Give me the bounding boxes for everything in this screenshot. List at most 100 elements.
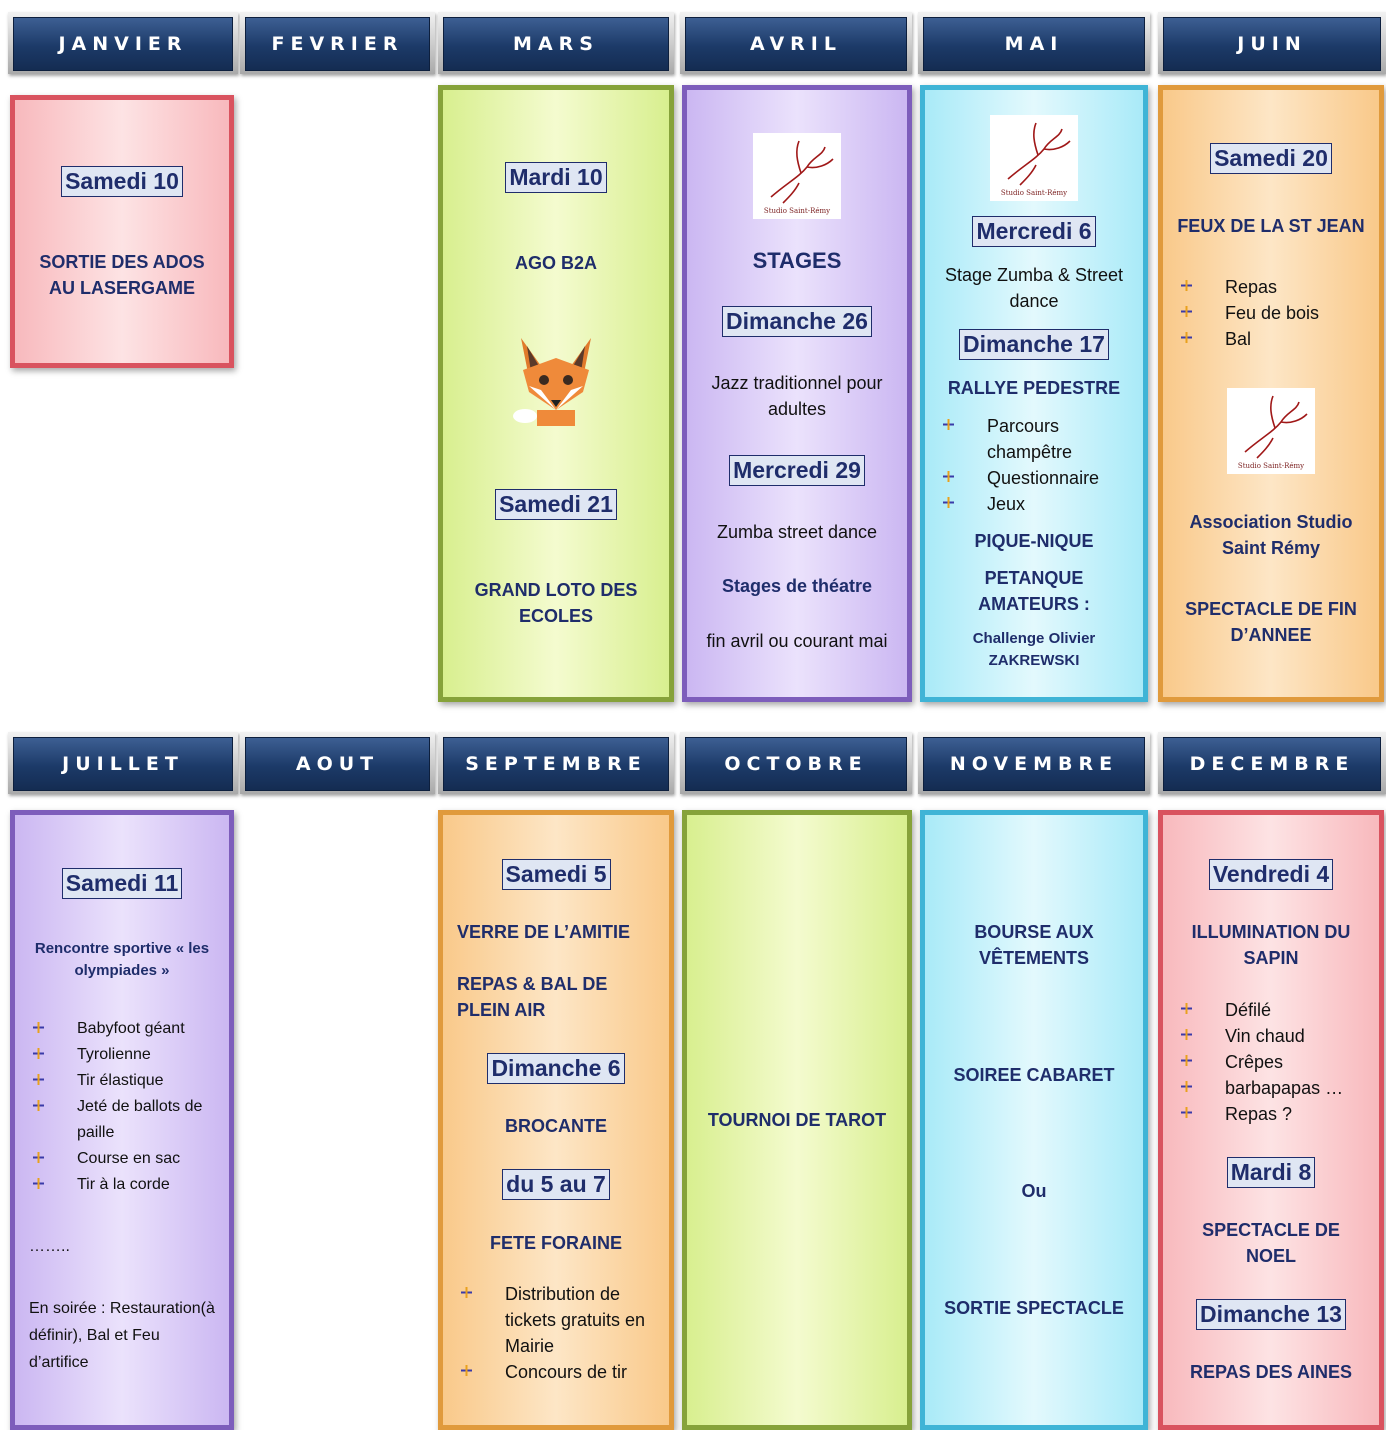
event-date: Samedi 5 [501, 858, 611, 890]
month-name: NOVEMBRE [923, 737, 1145, 791]
event-date: Mardi 8 [1226, 1156, 1316, 1188]
studio-logo: Studio Saint-Rémy [1227, 387, 1315, 474]
bullet-item: Repas [1177, 274, 1365, 300]
bullet-item: Repas ? [1177, 1101, 1365, 1127]
month-name: DECEMBRE [1163, 737, 1381, 791]
event-date: Dimanche 17 [959, 329, 1109, 361]
event-text: REPAS & BAL DE PLEIN AIR [457, 973, 608, 1020]
logo-drawing: Studio Saint-Rémy [1238, 395, 1308, 470]
event-text: FETE FORAINE [489, 1232, 622, 1253]
event-date: Samedi 21 [495, 488, 617, 520]
bullet-item: Tir à la corde [29, 1172, 215, 1198]
logo-drawing: Studio Saint-Rémy [1001, 122, 1071, 197]
bullet-list: Repas Feu de bois Bal [1177, 274, 1365, 352]
event-date: Mercredi 29 [729, 454, 865, 486]
month-header: MAI [918, 12, 1150, 74]
bullet-item: Questionnaire [939, 465, 1129, 491]
logo-caption: Studio Saint-Rémy [1238, 462, 1304, 470]
fox-icon [513, 337, 591, 426]
logo-caption: Studio Saint-Rémy [764, 207, 830, 215]
event-card: TOURNOI DE TAROT [682, 810, 912, 1430]
bullet-item: Vin chaud [1177, 1023, 1365, 1049]
bullet-item: Parcours champêtre [939, 413, 1129, 465]
month-header: JANVIER [8, 12, 238, 74]
event-text: RALLYE PEDESTRE [947, 378, 1121, 399]
bullet-item: Tir élastique [29, 1068, 215, 1094]
month-name: FEVRIER [245, 17, 430, 71]
month-header: JUIN [1158, 12, 1386, 74]
event-text: PETANQUE AMATEURS : [978, 567, 1090, 614]
month-header: JUILLET [8, 732, 238, 794]
event-text: SORTIE DES ADOS AU LASERGAME [39, 252, 205, 298]
event-date: Vendredi 4 [1208, 858, 1334, 890]
event-text: TOURNOI DE TAROT [707, 1110, 887, 1130]
month-header: OCTOBRE [680, 732, 912, 794]
fox-image [511, 330, 601, 431]
bullet-item: Babyfoot géant [29, 1016, 215, 1042]
event-text: fin avril ou courant mai [706, 631, 888, 652]
month-name: SEPTEMBRE [443, 737, 669, 791]
event-text: ILLUMINATION DU SAPIN [1191, 922, 1351, 969]
month-name: JANVIER [13, 17, 233, 71]
event-date: Samedi 20 [1210, 143, 1332, 175]
bullet-list: Distribution de tickets gratuits en Mair… [457, 1281, 655, 1385]
month-header: AOUT [240, 732, 435, 794]
month-header: FEVRIER [240, 12, 435, 74]
bullet-list: Parcours champêtre Questionnaire Jeux [939, 413, 1129, 517]
dancer-figure [770, 140, 834, 204]
event-text: GRAND LOTO DES ECOLES [474, 580, 638, 627]
event-text: Jazz traditionnel pour adultes [711, 373, 883, 420]
event-card: BOURSE AUX VÊTEMENTS SOIREE CABARET Ou SORT… [920, 810, 1148, 1430]
event-card: Samedi 5 VERRE DE L’AMITIE REPAS & BAL DE … [438, 810, 674, 1430]
event-card: Mardi 10 AGO B2A Samedi 21 GRAND LOTO DES E… [438, 85, 674, 702]
event-text: Stages de théatre [721, 576, 873, 597]
event-text: En soirée : Restauration(à définir), Bal… [29, 1300, 215, 1372]
bullet-list: Babyfoot géant Tyrolienne Tir élastique Jet… [29, 1016, 215, 1198]
month-header: DECEMBRE [1158, 732, 1386, 794]
dancer-figure [1244, 395, 1308, 459]
bullet-item: barbapapas … [1177, 1075, 1365, 1101]
logo-drawing: Studio Saint-Rémy [764, 140, 834, 215]
event-date: Mardi 10 [505, 161, 607, 193]
event-text: Challenge Olivier ZAKREWSKI [972, 629, 1096, 669]
event-text: …….. [29, 1238, 70, 1256]
event-date: Samedi 11 [61, 867, 183, 899]
event-text: SOIREE CABARET [953, 1064, 1115, 1085]
bullet-item: Bal [1177, 326, 1365, 352]
event-card: Samedi 10 SORTIE DES ADOS AU LASERGAME [10, 95, 234, 368]
month-header: NOVEMBRE [918, 732, 1150, 794]
month-name: OCTOBRE [685, 737, 907, 791]
bullet-item: Distribution de tickets gratuits en Mair… [457, 1281, 655, 1359]
event-text: REPAS DES AINES [1189, 1362, 1353, 1383]
bullet-item: Défilé [1177, 997, 1365, 1023]
event-card: Studio Saint-Rémy STAGES Dimanche 26 Jazz t… [682, 85, 912, 702]
event-text: Stage Zumba & Street dance [944, 265, 1124, 312]
event-date: Dimanche 6 [487, 1052, 625, 1084]
studio-logo: Studio Saint-Rémy [990, 115, 1078, 202]
bullet-item: Jeté de ballots de paille [29, 1094, 215, 1146]
event-text: AGO B2A [514, 253, 597, 274]
month-name: JUIN [1163, 17, 1381, 71]
event-text: Association Studio Saint Rémy [1189, 511, 1353, 558]
bullet-item: Jeux [939, 491, 1129, 517]
bullet-list: Défilé Vin chaud Crêpes barbapapas … Repas ? [1177, 997, 1365, 1127]
month-name: AVRIL [685, 17, 907, 71]
logo-caption: Studio Saint-Rémy [1001, 189, 1067, 197]
event-text: BROCANTE [505, 1116, 607, 1137]
bullet-item: Tyrolienne [29, 1042, 215, 1068]
event-card: Vendredi 4 ILLUMINATION DU SAPIN Défilé Vin… [1158, 810, 1384, 1430]
event-text: FEUX DE LA ST JEAN [1177, 216, 1365, 237]
bullet-item: Crêpes [1177, 1049, 1365, 1075]
event-date: du 5 au 7 [502, 1168, 610, 1200]
event-text: PIQUE-NIQUE [974, 530, 1094, 551]
month-name: AOUT [245, 737, 430, 791]
event-card: Samedi 11 Rencontre sportive « les olympi… [10, 810, 234, 1430]
event-date: Samedi 10 [61, 166, 183, 197]
event-text: Ou [1021, 1181, 1047, 1202]
bullet-item: Feu de bois [1177, 300, 1365, 326]
month-header: AVRIL [680, 12, 912, 74]
event-text: VERRE DE L’AMITIE [457, 922, 631, 943]
event-date: Dimanche 26 [722, 306, 872, 338]
event-text: STAGES [752, 247, 842, 273]
